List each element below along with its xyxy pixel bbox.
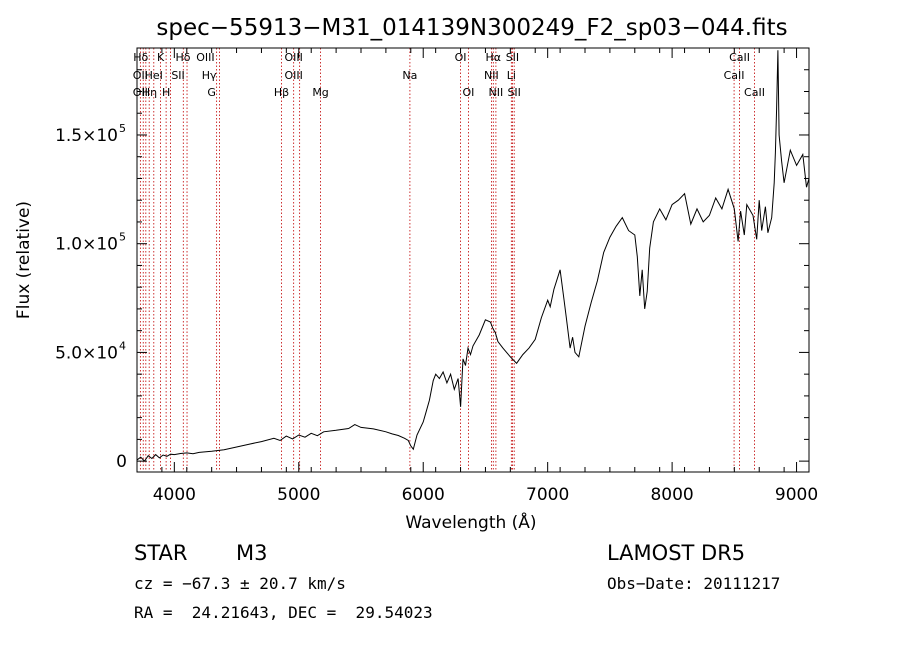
x-tick-label: 4000 [153,485,196,505]
spectral-line-label: Hδ [176,51,191,64]
y-tick-label: 1.0×10 [55,235,118,255]
spectral-line-label: Hβ [274,86,289,99]
y-tick-exponent: 5 [119,231,126,244]
spectral-line-label: OIII [284,51,302,64]
spectral-line-label: HeI [145,69,163,82]
x-tick-label: 7000 [526,485,569,505]
spectral-line-label: NII [489,86,504,99]
y-axis-label: Flux (relative) [14,201,34,319]
x-tick-label: 5000 [277,485,320,505]
spectral-line-label: Hη [142,86,157,99]
plot-frame [136,47,810,473]
spectral-line-label: Li [507,69,516,82]
spectral-line-label: CaII [744,86,765,99]
spectral-line-label: G [207,86,216,99]
x-tick-label: 6000 [402,485,445,505]
x-axis-label: Wavelength (Å) [405,511,536,533]
x-tick-label: 8000 [650,485,693,505]
object-class: STAR [134,541,188,565]
spectral-line-label: CaII [729,51,750,64]
spectral-line-label: OI [462,86,474,99]
y-tick-label: 1.5×10 [55,126,118,146]
spectral-line-label: Hγ [202,69,217,82]
spectral-line-markers [139,48,755,472]
y-tick-label: 5.0×10 [55,343,118,363]
spectral-line-label: NII [484,69,499,82]
y-axis-ticks: 05.0×10 41.0×10 51.5×10 5 [55,69,809,472]
obs-date-text: Obs−Date: 20111217 [607,574,781,593]
spectral-line-label: H [162,86,170,99]
spectral-line-label: SII [506,51,519,64]
spectral-line-label: Hδ [133,51,148,64]
spectral-line-label: K [157,51,165,64]
chart-title: spec−55913−M31_014139N300249_F2_sp03−044… [156,15,787,41]
spectral-line-label: Na [402,69,417,82]
survey-name: LAMOST DR5 [607,541,746,565]
y-tick-exponent: 4 [119,339,126,352]
coordinates-text: RA = 24.21643, DEC = 29.54023 [134,603,433,622]
spectral-line-label: Mg [312,86,328,99]
x-axis-ticks: 4000 5000 6000 7000 8000 9000 [136,48,818,505]
x-tick-label: 9000 [775,485,818,505]
spectral-line-label: Hα [486,51,502,64]
spectrum-line [136,50,810,462]
spectral-line-label: SII [507,86,520,99]
y-tick-exponent: 5 [119,122,126,135]
spectral-line-label: OIII [196,51,214,64]
spectral-line-label: SII [171,69,184,82]
spectral-line-label: CaII [724,69,745,82]
spectral-line-label: OI [455,51,467,64]
spectral-line-label: OIII [284,69,302,82]
y-tick-label: 0 [116,452,127,472]
velocity-text: cz = −67.3 ± 20.7 km/s [134,574,346,593]
object-subclass: M3 [236,541,268,565]
